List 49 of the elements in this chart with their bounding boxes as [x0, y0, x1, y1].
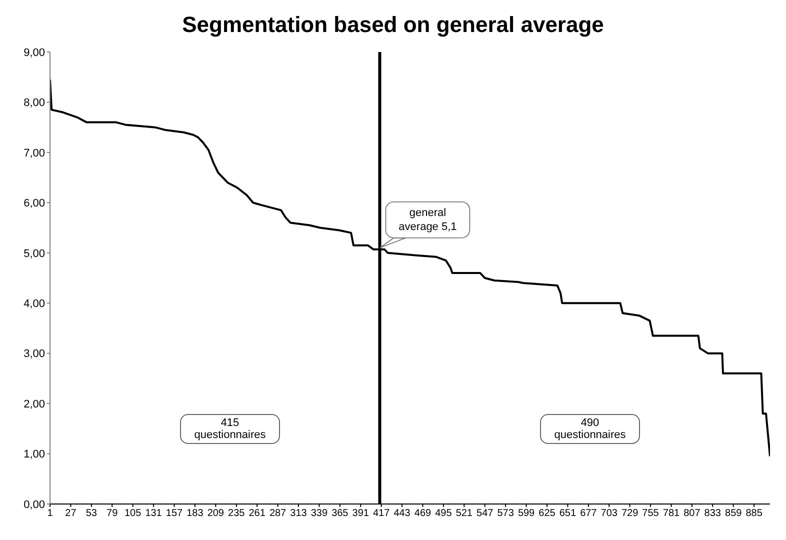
x-tick-label: 1	[47, 508, 54, 520]
x-tick-label: 677	[580, 508, 598, 520]
x-tick-label: 573	[497, 508, 514, 520]
x-tick-label: 625	[538, 508, 556, 520]
x-tick-label: 391	[352, 508, 370, 520]
x-tick-label: 131	[145, 508, 162, 520]
annotation: 415 questionnaires	[180, 414, 280, 444]
x-tick-label: 859	[725, 508, 742, 520]
y-tick-label: 5,00	[24, 248, 45, 260]
x-tick-label: 495	[435, 508, 452, 520]
x-tick-label: 79	[106, 508, 118, 520]
x-tick-label: 105	[124, 508, 142, 520]
x-tick-label: 651	[559, 508, 576, 520]
x-tick-label: 755	[642, 508, 660, 520]
annotation: 490 questionnaires	[540, 414, 640, 444]
x-tick-label: 443	[394, 508, 411, 520]
chart-title: Segmentation based on general average	[181, 12, 605, 38]
x-tick-label: 261	[248, 508, 266, 520]
x-tick-label: 547	[476, 508, 494, 520]
annotation: general average 5,1	[398, 206, 457, 233]
x-tick-label: 339	[310, 508, 328, 520]
y-tick-label: 4,00	[24, 298, 45, 310]
x-tick-label: 469	[414, 508, 432, 520]
x-tick-label: 209	[207, 508, 224, 520]
y-tick-label: 9,00	[24, 46, 45, 59]
x-tick-label: 521	[456, 508, 473, 520]
y-tick-label: 8,00	[24, 97, 45, 110]
x-tick-label: 703	[600, 508, 618, 520]
x-tick-label: 885	[746, 508, 763, 520]
x-tick-label: 313	[290, 508, 308, 520]
x-tick-label: 807	[684, 508, 701, 520]
x-tick-label: 365	[332, 508, 349, 520]
y-tick-label: 2,00	[24, 398, 45, 410]
x-tick-label: 599	[518, 508, 536, 520]
y-tick-label: 0,00	[24, 498, 45, 511]
x-tick-label: 833	[704, 508, 722, 520]
x-tick-label: 235	[228, 508, 246, 520]
y-tick-label: 1,00	[24, 448, 45, 461]
y-tick-label: 3,00	[24, 348, 45, 360]
x-tick-label: 27	[65, 508, 77, 520]
x-tick-label: 157	[166, 508, 184, 520]
y-tick-label: 6,00	[24, 198, 45, 210]
x-tick-label: 287	[269, 508, 287, 520]
y-tick-label: 7,00	[24, 147, 45, 160]
x-tick-label: 417	[372, 508, 390, 520]
x-tick-label: 729	[621, 508, 639, 520]
x-tick-label: 781	[662, 508, 680, 520]
x-tick-label: 183	[186, 508, 204, 520]
x-tick-label: 53	[86, 508, 98, 520]
